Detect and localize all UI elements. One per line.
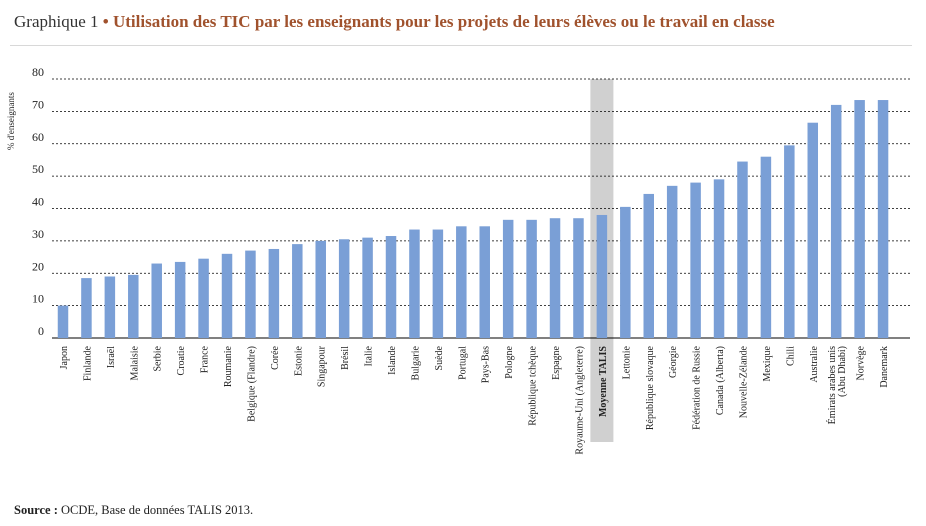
- x-tick-label: Nouvelle-Zélande: [738, 345, 749, 418]
- x-tick-label: Mexique: [762, 345, 773, 381]
- bar: [784, 145, 795, 338]
- bar: [268, 248, 280, 338]
- bar: [620, 206, 631, 338]
- bar: [854, 100, 865, 338]
- x-tick-label: Roumanie: [223, 345, 234, 387]
- y-tick-label: 0: [38, 324, 44, 338]
- x-tick-label: Israël: [106, 346, 117, 368]
- x-tick-label: Royaume-Uni (Angleterre): [574, 346, 585, 455]
- bar: [807, 122, 819, 338]
- y-tick-label: 60: [32, 130, 44, 144]
- x-tick-label: Norvège: [856, 345, 867, 380]
- bar: [174, 261, 186, 338]
- bar: [573, 218, 584, 338]
- bar: [502, 219, 514, 338]
- bar: [737, 161, 748, 338]
- x-tick-label: Chili: [785, 346, 796, 366]
- bar: [877, 100, 889, 338]
- y-tick-label: 30: [32, 227, 44, 241]
- bar: [385, 236, 397, 338]
- bar-chart: 0 10 20 30 40 50 60 70 80 Japon Finlande Israël Mala…: [32, 65, 910, 455]
- bar: [245, 250, 256, 338]
- x-tick-label: Australie: [809, 345, 820, 382]
- source-note: Source : OCDE, Base de données TALIS 201…: [14, 503, 253, 518]
- bar: [713, 179, 725, 338]
- chart-title-text: Utilisation des TIC par les enseignants …: [112, 12, 775, 31]
- x-tick-label: Moyenne TALIS: [598, 346, 609, 417]
- source-label: Source :: [14, 503, 58, 517]
- bar: [151, 263, 162, 338]
- x-tick-label: Portugal: [457, 346, 468, 380]
- bar: [409, 229, 420, 338]
- x-tick-label: Serbie: [153, 345, 164, 371]
- x-tick-label: République tchèque: [528, 345, 539, 425]
- x-tick-label: Japon: [59, 346, 70, 369]
- x-tick-label: Émirats arabes unis: [826, 346, 838, 424]
- bar: [198, 258, 209, 338]
- x-tick-label: Islande: [387, 345, 398, 374]
- bar: [292, 244, 303, 338]
- bar: [526, 219, 537, 338]
- bar: [362, 237, 373, 338]
- x-tick-label: Danemark: [879, 346, 890, 388]
- y-tick-label: 80: [32, 65, 44, 79]
- x-tick-label: Fédération de Russie: [692, 345, 703, 429]
- bar: [830, 104, 842, 339]
- x-tick-label: Italie: [364, 345, 375, 366]
- bar: [81, 278, 92, 338]
- bar: [221, 253, 233, 338]
- bar: [128, 274, 139, 338]
- x-tick-label: France: [200, 345, 211, 373]
- x-tick-label: République slovaque: [645, 345, 656, 430]
- bar: [432, 229, 444, 338]
- bar: [315, 240, 326, 338]
- source-text: OCDE, Base de données TALIS 2013.: [61, 503, 254, 517]
- bar: [338, 239, 350, 338]
- x-tick-label: Pologne: [504, 345, 515, 378]
- x-tick-label: Espagne: [551, 345, 562, 379]
- x-tick-label: Brésil: [340, 346, 351, 370]
- y-tick-label: 40: [32, 195, 44, 209]
- x-tick-label: (Abu Dhabi): [837, 346, 848, 397]
- y-tick-label: 20: [32, 259, 44, 273]
- x-tick-label: Malaisie: [129, 345, 140, 380]
- bar: [690, 182, 701, 338]
- title-bullet: •: [102, 12, 109, 31]
- bar: [666, 185, 678, 338]
- x-tick-label: Lettonie: [621, 345, 632, 379]
- x-tick-label: Canada (Alberta): [715, 346, 726, 415]
- x-tick-label: Géorgie: [668, 345, 679, 378]
- bar: [57, 305, 69, 338]
- bar: [479, 226, 490, 338]
- x-tick-label: Suède: [434, 345, 445, 370]
- x-tick-label: Belgique (Flandre): [246, 346, 257, 422]
- x-tick-label: Croatie: [176, 345, 187, 375]
- x-tick-label: Corée: [270, 345, 281, 369]
- bar: [549, 218, 561, 338]
- bar: [456, 226, 467, 338]
- bar: [643, 193, 654, 338]
- x-tick-label: Bulgarie: [410, 345, 421, 380]
- bar: [104, 276, 116, 338]
- y-tick-label: 10: [32, 292, 44, 306]
- chart-title: Graphique 1 • Utilisation des TIC par le…: [14, 12, 775, 32]
- bar: [596, 214, 608, 338]
- y-tick-label: 70: [32, 97, 44, 111]
- chart-number: Graphique 1: [14, 12, 99, 31]
- x-tick-label: Finlande: [82, 345, 93, 381]
- x-tick-label: Estonie: [293, 345, 304, 376]
- x-tick-label: Singapour: [317, 345, 328, 387]
- x-tick-label: Pays-Bas: [481, 346, 492, 383]
- title-divider: [10, 45, 912, 46]
- y-tick-label: 50: [32, 162, 44, 176]
- bar: [760, 156, 772, 338]
